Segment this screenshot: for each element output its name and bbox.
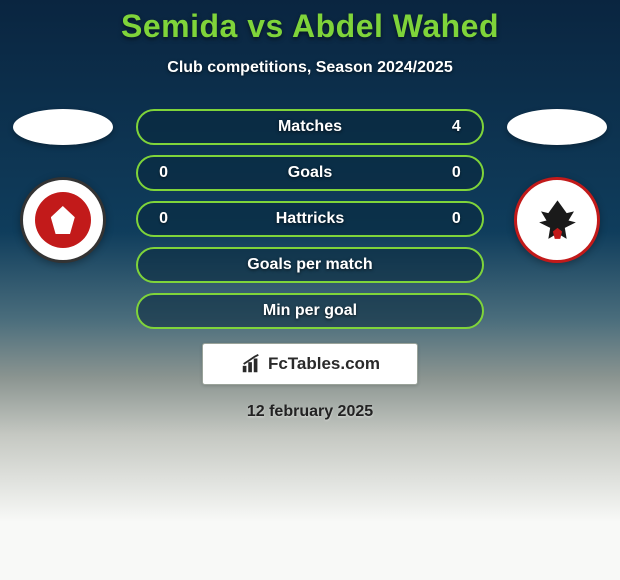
stat-row-hattricks: 0 Hattricks 0 [136,201,485,237]
comparison-layout: Matches 4 0 Goals 0 0 Hattricks 0 Goals … [0,109,620,329]
stat-row-goals: 0 Goals 0 [136,155,485,191]
left-club-badge-inner [35,192,91,248]
stat-row-matches: Matches 4 [136,109,485,145]
subtitle: Club competitions, Season 2024/2025 [0,59,620,77]
stat-left-value: 0 [154,164,174,182]
left-player-photo [13,109,113,145]
brand-badge[interactable]: FcTables.com [202,343,418,385]
stat-label: Hattricks [276,210,344,228]
left-player-column [8,109,118,263]
comparison-card: Semida vs Abdel Wahed Club competitions,… [0,0,620,421]
stat-right-value: 4 [446,118,466,136]
page-title: Semida vs Abdel Wahed [0,8,620,45]
left-club-logo [20,177,106,263]
stat-right-value: 0 [446,210,466,228]
right-club-logo [514,177,600,263]
right-player-column [502,109,612,263]
stats-rows: Matches 4 0 Goals 0 0 Hattricks 0 Goals … [136,109,485,329]
right-player-photo [507,109,607,145]
chart-icon [240,353,262,375]
stat-left-value: 0 [154,210,174,228]
brand-text: FcTables.com [268,354,380,374]
eagle-icon [530,193,585,248]
stat-label: Goals [288,164,332,182]
club-emblem-icon [51,206,75,234]
stat-label: Min per goal [263,302,357,320]
stat-row-goals-per-match: Goals per match [136,247,485,283]
stat-label: Goals per match [247,256,372,274]
date-text: 12 february 2025 [0,403,620,421]
stat-right-value: 0 [446,164,466,182]
stat-label: Matches [278,118,342,136]
stat-row-min-per-goal: Min per goal [136,293,485,329]
